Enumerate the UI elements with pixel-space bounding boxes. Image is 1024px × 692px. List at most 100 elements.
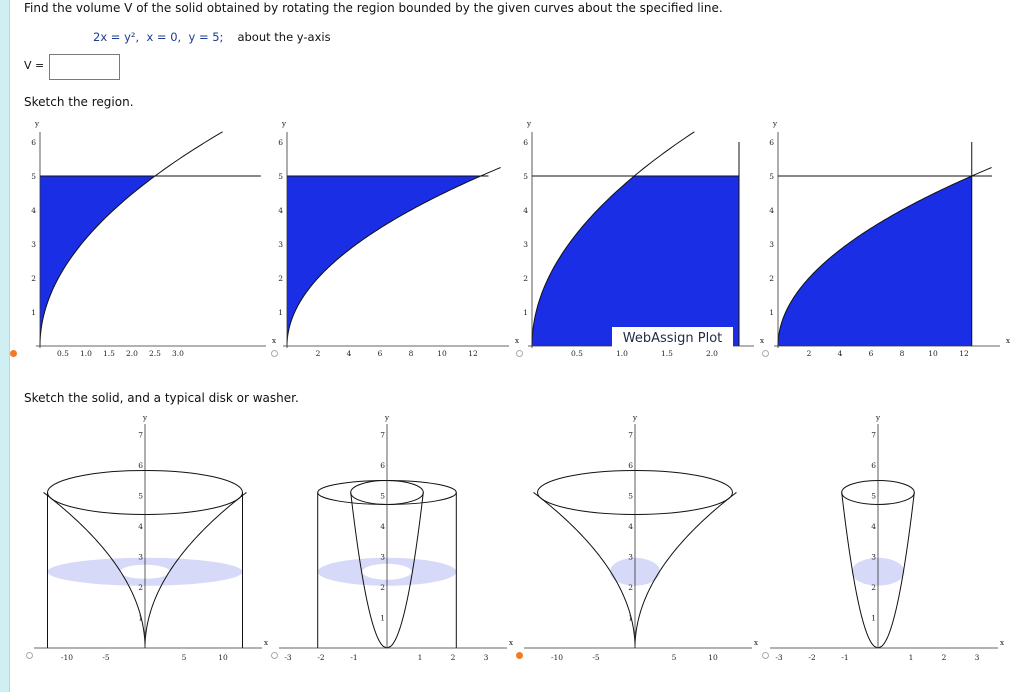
y-tick-label: 5 [628, 492, 633, 501]
x-axis-label: x [754, 638, 759, 647]
x-axis-label: x [272, 336, 277, 345]
x-tick-label: 6 [869, 349, 874, 358]
y-tick-label: 3 [380, 553, 385, 562]
region-option-2-radio[interactable] [271, 350, 278, 357]
y-tick-label: 1 [871, 614, 876, 623]
y-tick-label: 2 [769, 274, 774, 283]
x-tick-label: -5 [592, 653, 600, 662]
y-tick-label: 1 [138, 614, 143, 623]
left-profile-curve [533, 492, 636, 649]
solid-option-3-plot[interactable]: x y 1 2 3 4 5 6 7 -10 -5 5 10 [520, 410, 760, 662]
y-tick-label: 2 [628, 583, 633, 592]
x-tick-label: 12 [468, 349, 478, 358]
solid-option-1-radio[interactable] [26, 652, 33, 659]
y-axis-label: y [34, 119, 40, 128]
y-tick-label: 3 [769, 240, 774, 249]
solid-option-4-radio[interactable] [762, 652, 769, 659]
webassign-plot-watermark: WebAssign Plot [612, 327, 733, 350]
x-tick-label: -2 [808, 653, 816, 662]
y-tick-label: 6 [628, 461, 633, 470]
y-tick-label: 2 [31, 274, 36, 283]
x-tick-label: 10 [218, 653, 228, 662]
volume-answer-input[interactable] [49, 54, 120, 80]
y-axis-label: y [632, 413, 638, 422]
parabola-curve [286, 167, 501, 347]
y-tick-label: 7 [871, 431, 876, 440]
x-tick-label: 1.5 [661, 349, 673, 358]
y-tick-label: 6 [31, 138, 36, 147]
x-tick-label: 2 [942, 653, 947, 662]
left-profile-curve [350, 492, 388, 649]
y-tick-label: 6 [523, 138, 528, 147]
y-axis-label: y [526, 119, 532, 128]
x-tick-label: 12 [959, 349, 969, 358]
x-axis-label: x [515, 336, 520, 345]
y-tick-label: 1 [31, 308, 36, 317]
region-option-3-radio[interactable] [516, 350, 523, 357]
y-tick-label: 2 [278, 274, 283, 283]
y-axis-label: y [281, 119, 287, 128]
region-option-1-radio[interactable] [10, 350, 17, 357]
sketch-region-heading: Sketch the region. [24, 95, 134, 109]
parabola-curve [777, 167, 992, 347]
left-margin-bar [0, 0, 10, 692]
solid-option-2-plot[interactable]: x y 1 2 3 4 5 6 7 -3 -2 -1 1 2 3 [275, 410, 515, 662]
y-tick-label: 4 [871, 522, 876, 531]
y-axis-label: y [142, 413, 148, 422]
y-tick-label: 5 [138, 492, 143, 501]
solid-option-1-plot[interactable]: x y 1 2 3 4 5 6 7 -10 -5 5 10 [30, 410, 270, 662]
solid-option-4-plot[interactable]: x y 1 2 3 4 5 6 7 -3 -2 -1 1 2 3 [766, 410, 1006, 662]
shaded-region [532, 176, 739, 346]
solid-option-2-radio[interactable] [271, 652, 278, 659]
x-tick-label: -10 [551, 653, 563, 662]
y-tick-label: 5 [31, 172, 36, 181]
y-tick-label: 7 [628, 431, 633, 440]
x-tick-label: 10 [928, 349, 938, 358]
y-tick-label: 1 [769, 308, 774, 317]
region-option-3-plot[interactable]: x y 1 2 3 4 5 6 0.5 1.0 1.5 2.0 [520, 118, 765, 363]
x-axis-label: x [1006, 336, 1011, 345]
y-tick-label: 6 [769, 138, 774, 147]
x-tick-label: 2 [316, 349, 321, 358]
equations-text: 2x = y², x = 0, y = 5; [93, 30, 224, 44]
y-axis-label: y [772, 119, 778, 128]
y-tick-label: 7 [380, 431, 385, 440]
question-prompt: Find the volume V of the solid obtained … [24, 1, 723, 15]
x-tick-label: 0.5 [571, 349, 583, 358]
x-axis-label: x [509, 638, 514, 647]
y-tick-label: 5 [278, 172, 283, 181]
left-profile-curve [43, 492, 146, 649]
solid-option-3-radio[interactable] [516, 652, 523, 659]
region-option-1-plot[interactable]: x y 1 2 3 4 5 6 0.5 1.0 1.5 2.0 2.5 3.0 [28, 118, 277, 363]
region-option-4-radio[interactable] [762, 350, 769, 357]
x-tick-label: 2 [451, 653, 456, 662]
y-tick-label: 3 [871, 553, 876, 562]
y-tick-label: 6 [871, 461, 876, 470]
x-tick-label: 4 [347, 349, 352, 358]
y-tick-label: 2 [523, 274, 528, 283]
right-profile-curve [634, 492, 737, 649]
shaded-region [40, 176, 155, 346]
y-tick-label: 5 [380, 492, 385, 501]
y-tick-label: 3 [31, 240, 36, 249]
y-tick-label: 1 [523, 308, 528, 317]
x-tick-label: -5 [102, 653, 110, 662]
y-tick-label: 4 [769, 206, 774, 215]
y-tick-label: 7 [138, 431, 143, 440]
given-curves: 2x = y², x = 0, y = 5; about the y-axis [93, 30, 331, 44]
y-tick-label: 3 [138, 553, 143, 562]
x-tick-label: 2.0 [126, 349, 138, 358]
y-tick-label: 3 [523, 240, 528, 249]
y-tick-label: 1 [278, 308, 283, 317]
y-tick-label: 6 [278, 138, 283, 147]
x-tick-label: 1 [418, 653, 423, 662]
x-tick-label: 6 [378, 349, 383, 358]
x-tick-label: 1 [909, 653, 914, 662]
right-profile-curve [877, 492, 915, 649]
x-tick-label: 10 [708, 653, 718, 662]
y-tick-label: 6 [380, 461, 385, 470]
y-tick-label: 6 [138, 461, 143, 470]
right-profile-curve [386, 492, 424, 649]
